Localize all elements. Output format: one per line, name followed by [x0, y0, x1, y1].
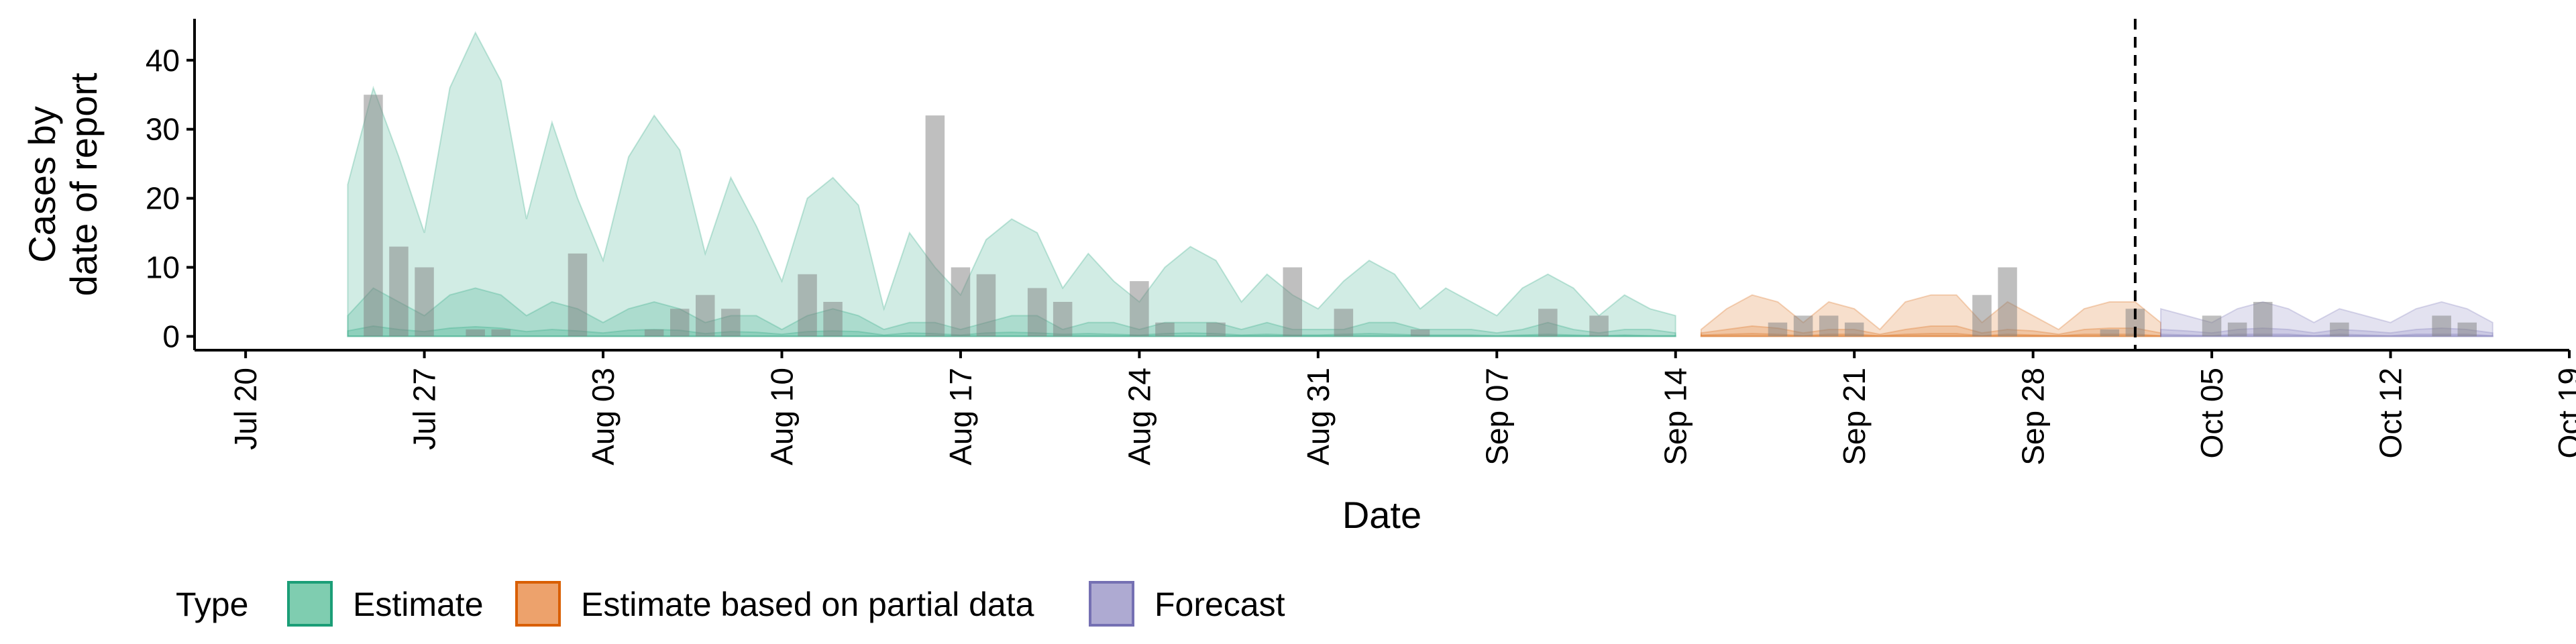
x-tick-label: Oct 19	[2552, 368, 2576, 459]
reported-case-bar	[1130, 281, 1149, 337]
reported-case-bar	[2432, 315, 2451, 337]
x-tick-label: Jul 20	[228, 368, 263, 450]
x-tick-label: Aug 17	[943, 368, 978, 466]
reported-case-bar	[1027, 288, 1047, 337]
reported-case-bar	[1206, 322, 1226, 337]
legend-swatch-2	[1089, 581, 1134, 627]
y-tick-label: 0	[162, 319, 180, 354]
y-tick-label: 40	[146, 43, 180, 78]
x-tick-label: Aug 10	[764, 368, 799, 466]
axes: 0 10 20 30 40 Jul 20 Jul 27 Aug 03 Aug 10 Aug 17 A…	[21, 19, 2576, 536]
ribbon-90-series-0	[347, 31, 1676, 337]
reported-case-bar	[721, 309, 741, 337]
legend-label-1: Estimate based on partial data	[581, 586, 1034, 623]
reported-case-bar	[1538, 309, 1558, 337]
legend-label-2: Forecast	[1155, 586, 1285, 623]
x-tick-label: Sep 14	[1658, 368, 1693, 466]
reported-case-bar	[415, 267, 434, 337]
x-tick-label: Sep 07	[1479, 368, 1514, 466]
x-tick-label: Jul 27	[407, 368, 442, 450]
reported-case-bar	[1844, 322, 1864, 337]
y-axis-title-line: date of report	[62, 72, 105, 297]
x-tick-label: Aug 03	[586, 368, 621, 466]
reported-case-bar	[2253, 302, 2273, 337]
reported-case-bar	[1053, 302, 1073, 337]
reported-case-bar	[925, 115, 945, 337]
reported-case-bar	[1998, 267, 2017, 337]
reported-case-bar	[1589, 315, 1609, 337]
legend-title: Type	[176, 586, 248, 623]
reported-case-bar	[951, 267, 971, 337]
ribbon-layer	[347, 31, 2493, 337]
legend-swatch-0	[287, 581, 333, 627]
reported-case-bar	[1334, 309, 1354, 337]
reported-case-bar	[364, 95, 383, 337]
reported-case-bar	[1155, 322, 1175, 337]
x-tick-label: Oct 12	[2373, 368, 2408, 459]
reported-case-bar	[644, 329, 664, 337]
reported-case-bar	[1768, 322, 1788, 337]
x-axis-title: Date	[1342, 494, 1421, 536]
y-tick-label: 10	[146, 250, 180, 285]
reported-case-bar	[1410, 329, 1430, 337]
x-tick-label: Aug 24	[1122, 368, 1157, 466]
y-axis-title: Cases bydate of report	[21, 72, 105, 297]
reported-case-bar	[1972, 294, 1992, 337]
reported-case-bar	[466, 329, 485, 337]
reported-case-bar	[696, 294, 715, 337]
reported-case-bar	[2457, 322, 2477, 337]
y-tick-label: 30	[146, 112, 180, 147]
reported-case-bar	[798, 274, 817, 337]
reported-case-bar	[2202, 315, 2222, 337]
reported-case-bar	[491, 329, 511, 337]
x-tick-label: Aug 31	[1301, 368, 1336, 466]
legend: Type Estimate Estimate based on partial da…	[176, 581, 1285, 627]
legend-swatch-1	[515, 581, 561, 627]
legend-label-0: Estimate	[353, 586, 484, 623]
reported-case-bar	[1819, 315, 1839, 337]
reported-case-bar	[823, 302, 843, 337]
reported-case-bar	[2227, 322, 2247, 337]
reported-case-bar	[568, 253, 588, 337]
reported-cases-bars	[364, 95, 2477, 337]
reported-case-bar	[1793, 315, 1813, 337]
reported-case-bar	[976, 274, 996, 337]
reported-case-bar	[1283, 267, 1302, 337]
reported-case-bar	[2100, 329, 2120, 337]
reported-case-bar	[670, 309, 690, 337]
reported-case-bar	[2330, 322, 2349, 337]
x-tick-label: Oct 05	[2194, 368, 2229, 459]
x-tick-label: Sep 28	[2016, 368, 2051, 466]
reported-case-bar	[389, 246, 409, 337]
y-axis-title-line: Cases by	[21, 106, 63, 262]
x-tick-label: Sep 21	[1837, 368, 1872, 466]
y-tick-label: 20	[146, 181, 180, 216]
